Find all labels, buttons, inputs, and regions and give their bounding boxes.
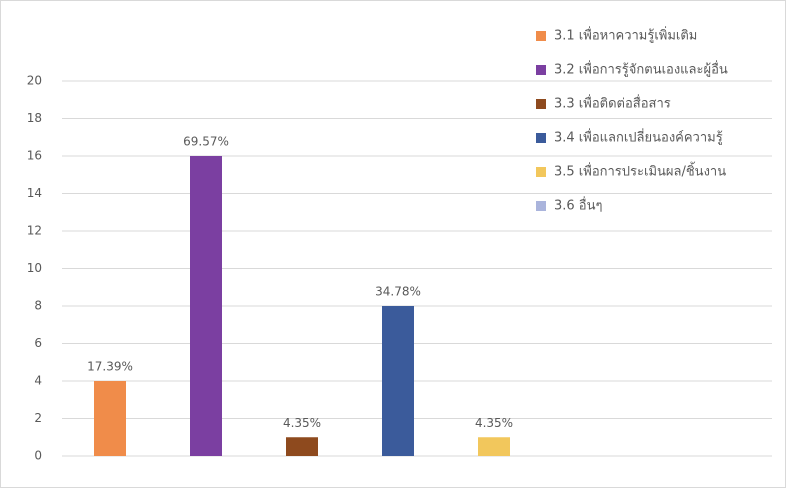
legend-label: 3.6 อื่นๆ <box>554 197 603 214</box>
data-label: 69.57% <box>183 135 229 149</box>
data-label: 4.35% <box>475 416 513 430</box>
bar <box>190 156 222 456</box>
legend-swatch <box>536 201 546 211</box>
y-tick-label: 0 <box>34 449 42 463</box>
legend-label: 3.5 เพื่อการประเมินผล/ชิ้นงาน <box>554 162 726 180</box>
bar <box>478 437 510 456</box>
legend-label: 3.4 เพื่อแลกเปลี่ยนองค์ความรู้ <box>554 129 723 146</box>
y-tick-label: 2 <box>34 411 42 425</box>
legend-swatch <box>536 99 546 109</box>
bar <box>382 306 414 456</box>
legend-swatch <box>536 65 546 75</box>
legend-swatch <box>536 31 546 41</box>
y-tick-label: 10 <box>27 261 42 275</box>
legend-swatch <box>536 133 546 143</box>
legend-label: 3.2 เพื่อการรู้จักตนเองและผู้อื่น <box>554 61 728 78</box>
data-label: 4.35% <box>283 416 321 430</box>
y-tick-label: 6 <box>34 336 42 350</box>
chart: 0 2 4 6 8 10 12 14 16 18 20 17.39% 69.57% 4.35% 34.78%… <box>0 0 786 488</box>
data-label: 17.39% <box>87 360 133 374</box>
y-tick-label: 20 <box>27 74 42 88</box>
legend-label: 3.3 เพื่อติดต่อสื่อสาร <box>554 95 671 112</box>
bar <box>94 381 126 456</box>
y-tick-label: 16 <box>27 149 42 163</box>
y-tick-label: 12 <box>27 224 42 238</box>
data-label: 34.78% <box>375 285 421 299</box>
legend-swatch <box>536 167 546 177</box>
y-tick-label: 14 <box>27 186 42 200</box>
bar <box>286 437 318 456</box>
y-tick-label: 4 <box>34 374 42 388</box>
legend-label: 3.1 เพื่อหาความรู้เพิ่มเติม <box>554 27 697 44</box>
y-tick-label: 8 <box>34 299 42 313</box>
y-tick-label: 18 <box>27 111 42 125</box>
